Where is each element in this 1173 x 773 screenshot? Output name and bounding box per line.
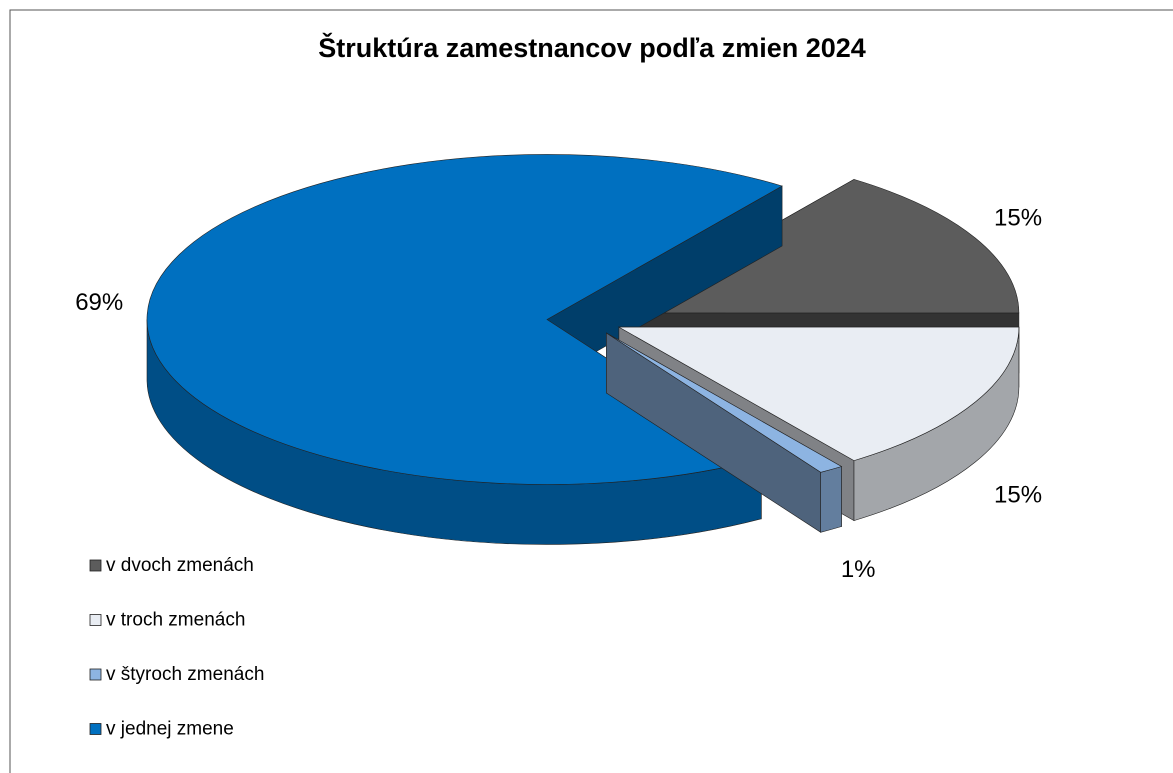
data-label: 15% [994,204,1042,231]
data-label: 15% [994,481,1042,508]
slice-side [820,466,842,533]
legend-swatch [89,668,102,681]
chart-title: Štruktúra zamestnancov podľa zmien 2024 [318,32,866,63]
data-label: 69% [75,289,123,316]
legend-swatch [89,559,102,572]
legend-label: v štyroch zmenách [106,664,264,685]
legend-swatch [89,723,102,735]
slice [617,326,1020,461]
legend-swatch [89,614,102,626]
slice [606,332,843,473]
legend-label: v jednej zmene [106,719,234,740]
legend: v dvoch zmenách v troch zmenách v štyroch … [89,555,264,740]
data-label: 1% [841,556,876,583]
legend-label: v troch zmenách [106,610,245,631]
legend-label: v dvoch zmenách [106,555,254,576]
pie [146,154,1020,545]
